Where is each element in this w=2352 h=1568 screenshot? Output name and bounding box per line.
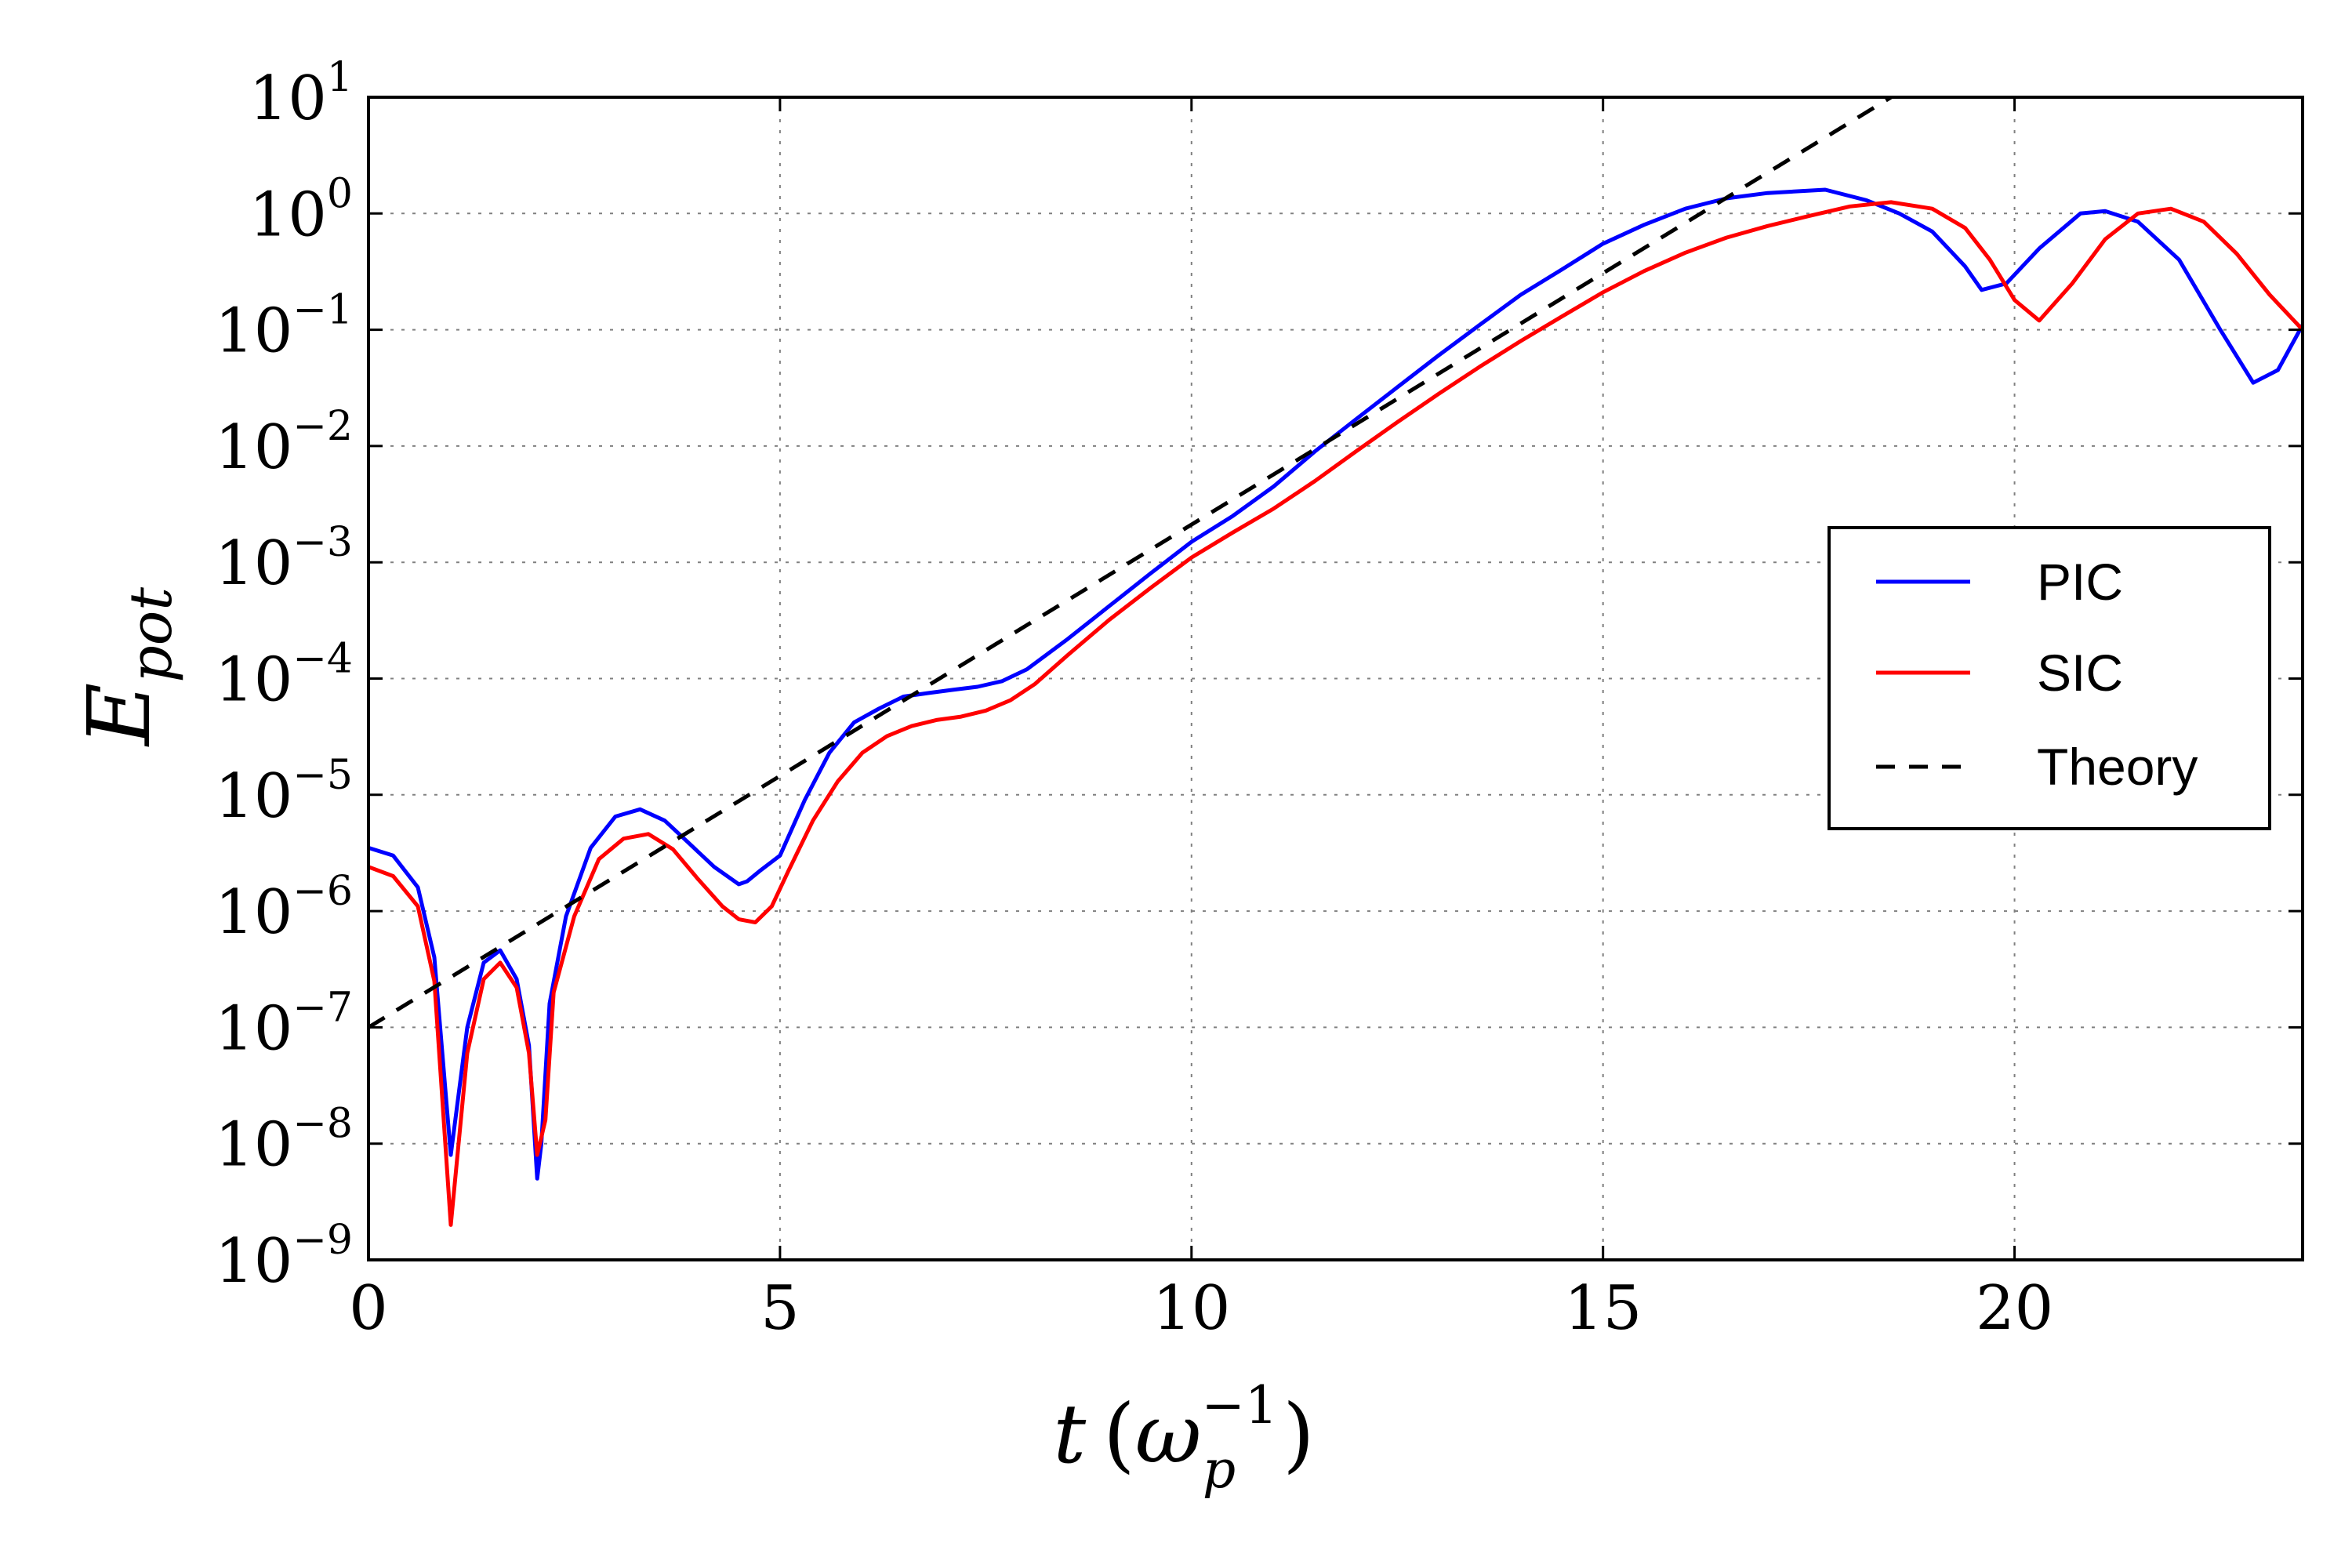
x-tick-labels: 0 5 10 15 20: [349, 1273, 2053, 1344]
y-tick-label: 10−6: [215, 868, 353, 948]
y-tick-label-base: 10: [215, 993, 292, 1064]
y-tick-label-exponent: −8: [292, 1101, 353, 1148]
series-layer: [368, 97, 2303, 1227]
y-tick-label-exponent: −5: [292, 752, 353, 799]
y-tick-label-exponent: 0: [327, 170, 353, 217]
legend-box: [1828, 526, 2271, 830]
x-tick-label: 5: [760, 1273, 800, 1344]
y-tick-label: 10−7: [215, 984, 353, 1064]
tick-marks: [367, 96, 2303, 1261]
y-tick-label-exponent: −7: [292, 984, 353, 1031]
y-tick-label: 10−9: [215, 1217, 353, 1297]
y-axis-label: Epot: [69, 587, 185, 747]
y-tick-label-base: 10: [215, 1226, 292, 1297]
x-axis-label: t (ω−1 p): [1053, 1375, 1314, 1500]
y-tick-label-base: 10: [249, 64, 327, 134]
y-tick-label-base: 10: [215, 761, 292, 832]
series-line-sic: [368, 200, 2303, 1227]
legend-label-theory: Theory: [2037, 738, 2198, 796]
series-line-theory: [368, 97, 1893, 1029]
x-axis-label-subscript: p: [1203, 1439, 1236, 1500]
y-axis-label-main: E: [69, 683, 169, 747]
y-tick-label-exponent: −9: [292, 1217, 353, 1264]
y-tick-label-base: 10: [215, 645, 292, 716]
series-line-pic: [368, 187, 2303, 1181]
y-tick-label: 10−2: [215, 403, 353, 483]
y-tick-label-base: 10: [215, 877, 292, 948]
y-tick-label: 10−3: [215, 519, 353, 599]
y-tick-label: 10−1: [215, 287, 353, 367]
x-axis-label-superscript: −1: [1202, 1375, 1278, 1436]
x-axis-label-omega: ω: [1135, 1386, 1202, 1482]
legend-label-pic: PIC: [2037, 553, 2123, 611]
y-tick-label-exponent: −1: [292, 287, 353, 334]
y-tick-label-base: 10: [215, 412, 292, 483]
x-tick-label: 15: [1564, 1273, 1642, 1344]
y-tick-label-exponent: −6: [292, 868, 353, 915]
y-tick-label-exponent: −4: [292, 636, 353, 683]
y-tick-label: 101: [249, 54, 353, 134]
x-axis-label-open: (: [1103, 1386, 1135, 1482]
y-tick-label-exponent: −3: [292, 519, 353, 566]
y-tick-label-base: 10: [215, 528, 292, 599]
x-axis-label-main: t: [1053, 1386, 1086, 1482]
y-tick-label-exponent: −2: [292, 403, 353, 450]
y-tick-label-base: 10: [249, 180, 327, 250]
y-tick-label: 10−8: [215, 1101, 353, 1181]
y-tick-label-base: 10: [215, 1110, 292, 1181]
x-tick-label: 0: [349, 1273, 388, 1344]
x-tick-label: 20: [1976, 1273, 2053, 1344]
y-axis-label-subscript: pot: [118, 587, 185, 683]
y-tick-label: 10−4: [215, 636, 353, 716]
x-tick-label: 10: [1152, 1273, 1230, 1344]
y-tick-label-exponent: 1: [327, 54, 353, 101]
y-tick-label-base: 10: [215, 296, 292, 367]
x-axis-label-close: ): [1283, 1386, 1315, 1482]
y-tick-label: 100: [249, 170, 353, 250]
y-tick-labels: 10110010−110−210−310−410−510−610−710−810…: [215, 54, 353, 1297]
y-tick-label: 10−5: [215, 752, 353, 832]
legend-label-sic: SIC: [2037, 644, 2123, 702]
legend: PIC SIC Theory: [1828, 526, 2271, 830]
